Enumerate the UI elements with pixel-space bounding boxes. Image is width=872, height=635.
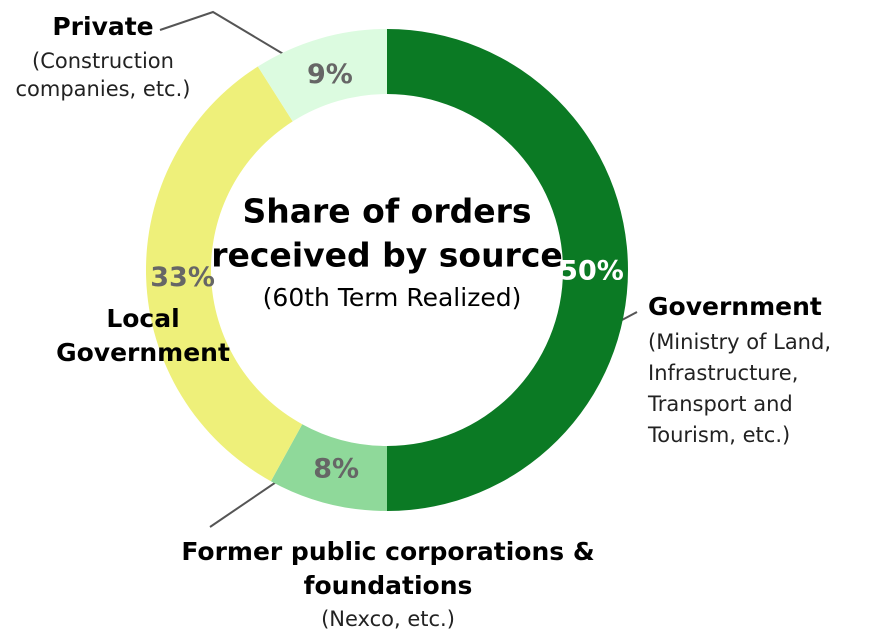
value-label: 9% (307, 59, 353, 90)
category-note: companies, etc.) (16, 77, 191, 101)
category-label: Former public corporations & (181, 537, 594, 566)
category-note: (Construction (32, 49, 174, 73)
chart-title: Share of orders (242, 192, 531, 231)
category-label: Government (56, 338, 230, 367)
category-note: (Nexco, etc.) (321, 607, 455, 631)
category-note: Tourism, etc.) (647, 423, 790, 447)
leader-line (209, 475, 286, 528)
category-label: Local (106, 304, 179, 333)
donut-segment (387, 29, 628, 511)
donut-segment (146, 66, 303, 482)
category-note: (Ministry of Land, (648, 330, 831, 354)
value-label: 8% (313, 454, 359, 485)
chart-title: received by source (211, 236, 563, 275)
category-note: Transport and (647, 392, 793, 416)
category-note: Infrastructure, (648, 361, 798, 385)
donut-segment (270, 424, 387, 511)
leader-line (159, 10, 286, 56)
chart-subtitle: (60th Term Realized) (263, 283, 522, 312)
value-label: 50% (559, 256, 624, 287)
donut-segment (257, 29, 387, 122)
category-label: Private (52, 12, 153, 41)
category-label: Government (648, 292, 822, 321)
category-label: foundations (304, 571, 473, 600)
value-label: 33% (150, 262, 215, 293)
